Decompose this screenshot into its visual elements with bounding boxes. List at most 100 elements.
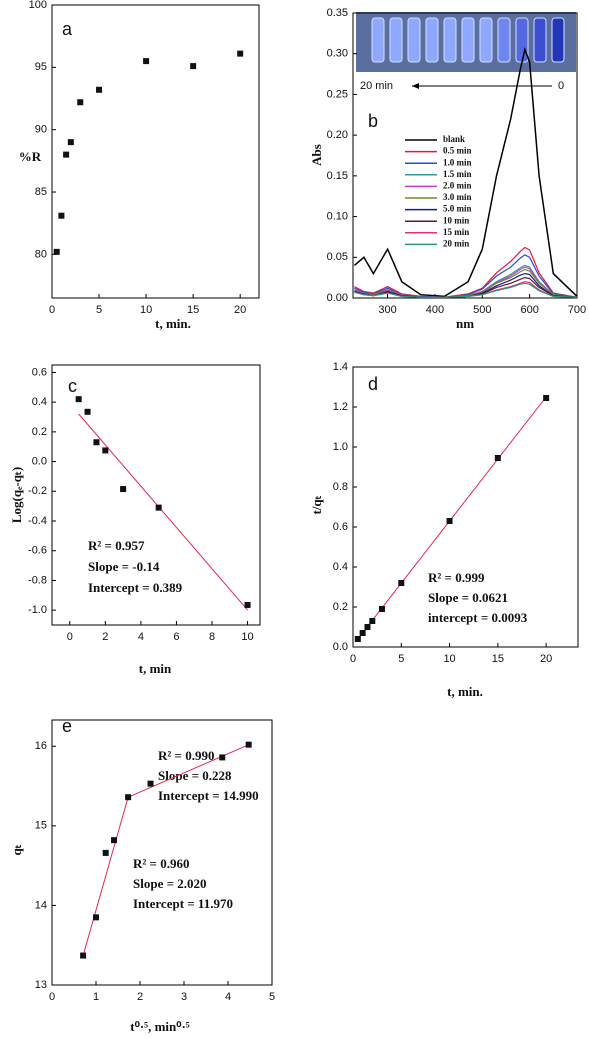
annotation: R² = 0.999: [428, 570, 485, 585]
x-tick-label: 15: [492, 653, 504, 665]
x-tick-label: 0: [49, 304, 55, 316]
y-tick-label: 1.0: [333, 441, 348, 453]
annotation: Slope = 2.020: [133, 876, 207, 891]
y-tick-label: 90: [35, 124, 47, 136]
data-point: [245, 741, 252, 748]
panel-label: b: [368, 111, 378, 131]
legend-label: 5.0 min: [443, 204, 472, 214]
y-tick-label: -0.8: [28, 574, 47, 586]
spectrum-line: [354, 254, 578, 298]
y-tick-label: 80: [35, 248, 47, 260]
annotation: R² = 0.990: [158, 748, 214, 763]
y-tick-label: -0.2: [28, 485, 47, 497]
data-point: [398, 580, 405, 586]
annotation: Slope = 0.228: [158, 768, 232, 783]
y-axis-label: Log(qₑ-qₜ): [9, 467, 24, 523]
x-tick-label: 4: [138, 631, 144, 643]
x-tick-label: 8: [209, 631, 215, 643]
plot-frame: [352, 12, 578, 299]
x-tick-label: 5: [96, 304, 102, 316]
data-point: [369, 618, 376, 624]
legend-label: blank: [443, 134, 465, 144]
annotation: Intercept = 0.389: [88, 580, 183, 595]
x-tick-label: 20: [540, 653, 552, 665]
inset-label: 20 min: [360, 80, 393, 92]
y-tick-label: 0.4: [333, 561, 348, 573]
y-tick-label: -1.0: [28, 604, 47, 616]
annotation: Intercept = 11.970: [133, 896, 233, 911]
x-axis-label: t, min.: [447, 684, 483, 699]
y-tick-label: 0.0: [32, 455, 47, 467]
x-tick-label: 3: [181, 991, 187, 1003]
y-tick-label: 0.10: [327, 210, 348, 222]
y-tick-label: 1.2: [333, 401, 348, 413]
inset-photo: [356, 12, 576, 72]
x-tick-label: 5: [398, 653, 404, 665]
data-point: [155, 504, 162, 511]
fit-line: [82, 797, 129, 956]
y-axis-label: %R: [19, 149, 42, 164]
x-tick-label: 700: [568, 304, 586, 316]
y-tick-label: 0.6: [32, 366, 47, 378]
y-axis-label: t/qₜ: [309, 495, 324, 514]
x-tick-label: 1: [93, 991, 99, 1003]
x-axis-label: t⁰·⁵, min⁰·⁵: [130, 1019, 189, 1034]
y-tick-label: 15: [35, 820, 47, 832]
data-point: [58, 212, 65, 219]
data-point: [446, 518, 453, 524]
data-point: [80, 952, 87, 959]
data-point: [77, 99, 84, 106]
legend-label: 2.0 min: [443, 180, 472, 190]
panel-label: c: [68, 376, 77, 396]
panel-label: d: [368, 374, 378, 394]
data-point: [354, 636, 361, 642]
y-tick-label: 0.20: [327, 129, 348, 141]
annotation: Slope = -0.14: [88, 559, 160, 574]
plot-frame: [51, 719, 273, 986]
x-tick-label: 0: [350, 653, 356, 665]
plot-frame: [352, 366, 579, 648]
data-point: [494, 455, 501, 461]
y-axis-label: Abs: [309, 144, 324, 166]
x-tick-label: 400: [426, 304, 444, 316]
y-tick-label: 0.4: [32, 396, 47, 408]
data-point: [53, 248, 60, 255]
legend-label: 1.5 min: [443, 169, 472, 179]
y-tick-label: 0.2: [333, 601, 348, 613]
data-point: [237, 50, 244, 57]
data-point: [63, 151, 70, 158]
y-tick-label: 95: [35, 61, 47, 73]
data-point: [147, 780, 154, 787]
y-tick-label: 0.30: [327, 48, 348, 60]
data-point: [219, 754, 226, 761]
y-tick-label: 13: [35, 979, 47, 991]
legend-label: 1.0 min: [443, 157, 472, 167]
data-point: [359, 630, 366, 636]
x-axis-label: t, min.: [155, 316, 191, 331]
y-tick-label: 0.35: [327, 7, 348, 19]
y-tick-label: 0.6: [333, 521, 348, 533]
data-point: [111, 837, 118, 844]
spectrum-line: [354, 268, 578, 298]
annotation: Intercept = 14.990: [158, 788, 259, 803]
y-tick-label: 0.8: [333, 481, 348, 493]
y-tick-label: 100: [29, 0, 47, 11]
data-point: [96, 86, 103, 93]
y-tick-label: 0.00: [327, 292, 348, 304]
x-tick-label: 15: [187, 304, 199, 316]
y-tick-label: 85: [35, 186, 47, 198]
y-tick-label: 0.25: [327, 88, 348, 100]
y-tick-label: 0.0: [333, 641, 348, 653]
legend-label: 20 min: [443, 238, 469, 248]
data-point: [364, 624, 371, 630]
spectrum-line: [353, 47, 578, 298]
plot-frame: [51, 364, 261, 626]
x-tick-label: 10: [140, 304, 152, 316]
x-tick-label: 300: [378, 304, 396, 316]
data-point: [244, 601, 251, 608]
y-tick-label: 0.15: [327, 170, 348, 182]
annotation: Slope = 0.0621: [428, 590, 508, 605]
spectrum-line: [354, 282, 578, 298]
legend-label: 15 min: [443, 227, 469, 237]
